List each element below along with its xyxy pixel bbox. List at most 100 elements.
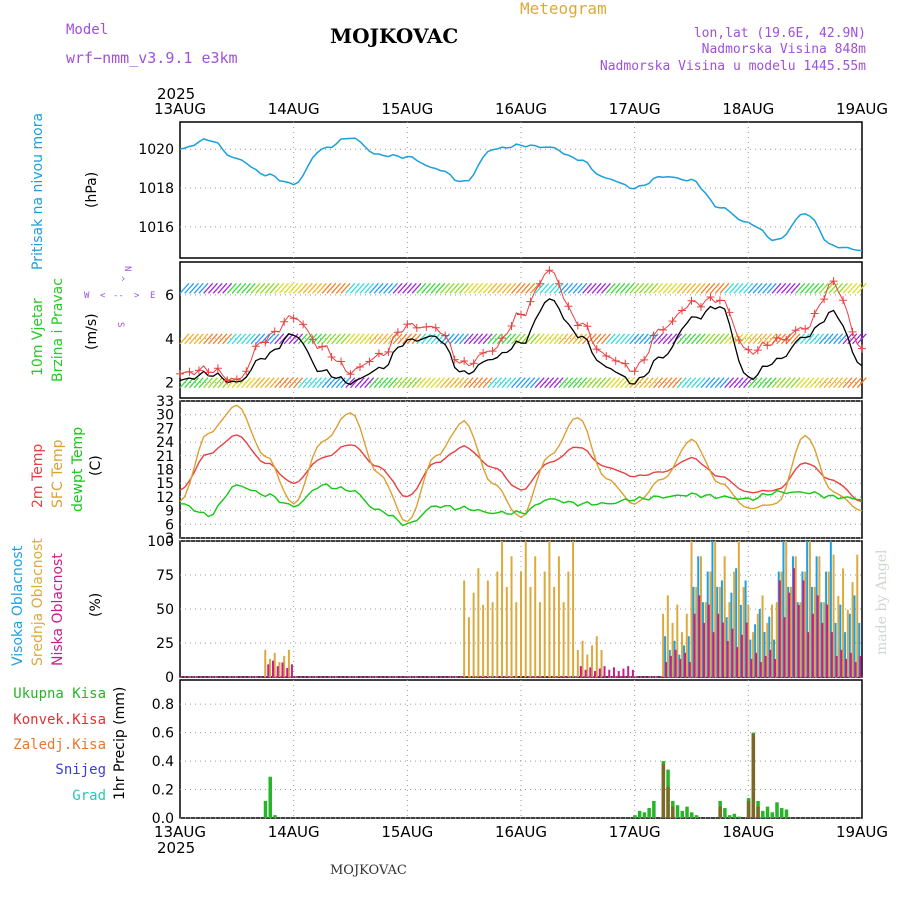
cloud-high-bar xyxy=(664,636,667,677)
wind-barb xyxy=(283,377,294,389)
wind-barb xyxy=(222,333,233,345)
wind-barb xyxy=(326,377,337,389)
wind-gust-marker xyxy=(678,306,687,315)
wind-barb xyxy=(463,377,474,389)
y-tick-label: 12 xyxy=(156,490,174,506)
wind-barb xyxy=(444,282,455,294)
wind-barb xyxy=(691,333,701,345)
precip-legend-conv: Konvek.Kisa xyxy=(13,712,106,728)
wind-title-line2: Brzina i Pravac xyxy=(50,278,66,382)
lonlat-label: lon,lat (19.6E, 42.9N) xyxy=(694,26,866,41)
wind-gust-marker xyxy=(535,279,544,288)
cloud-mid-bar xyxy=(761,595,764,677)
wind-barb xyxy=(525,282,536,294)
wind-barb xyxy=(605,377,616,389)
cloud-mid-bar xyxy=(737,541,740,677)
y-tick-label: 0 xyxy=(165,670,174,686)
wind-barb xyxy=(501,333,512,345)
wind-barb xyxy=(231,333,242,345)
cloud-mid-bar xyxy=(785,541,788,677)
wind-barb xyxy=(795,282,806,294)
cloud-mid-bar xyxy=(591,645,594,677)
precip-total-bar xyxy=(761,810,765,818)
wind-barb xyxy=(747,282,758,294)
wind-gust-marker xyxy=(403,320,412,329)
wind-barb xyxy=(695,377,706,389)
wind-barb xyxy=(795,333,806,345)
wind-barb xyxy=(695,282,706,294)
cloud-low-bar xyxy=(693,613,696,677)
x-date-label-bottom: 19AUG xyxy=(836,823,888,841)
cloud-mid-bar xyxy=(789,586,792,677)
wind-barb xyxy=(596,333,607,345)
y-tick-label: 30 xyxy=(156,408,174,424)
wind-barb xyxy=(501,282,512,294)
wind-barb xyxy=(586,282,597,294)
wind-barb xyxy=(833,282,844,294)
wind-barb xyxy=(449,282,460,294)
wind-barb xyxy=(217,333,228,345)
wind-barb xyxy=(288,333,299,345)
wind-barb xyxy=(714,377,725,389)
wind-barb xyxy=(719,377,730,389)
cloud-low-bar xyxy=(674,649,677,677)
y-tick-label: 25 xyxy=(156,636,174,652)
cloud-mid-bar xyxy=(496,571,499,677)
wind-barb xyxy=(364,333,375,345)
cloud-legend-low: Niska Oblacnost xyxy=(50,553,66,666)
wind-barb xyxy=(411,282,422,294)
wind-gust-marker xyxy=(829,277,838,286)
precip-convective-bar xyxy=(756,806,760,818)
pressure-line xyxy=(179,137,863,252)
wind-barb xyxy=(823,333,834,345)
wind-barb xyxy=(544,282,555,294)
wind-barb xyxy=(255,282,266,294)
wind-barb xyxy=(198,282,209,294)
wind-barb xyxy=(852,282,863,294)
wind-gust-marker xyxy=(810,309,819,318)
cloud-low-bar xyxy=(589,667,592,677)
compass-north: N xyxy=(122,266,132,271)
wind-barb xyxy=(293,333,304,345)
year-top: 2025 xyxy=(157,85,195,103)
temp-dewpt-line xyxy=(179,483,863,527)
wind-barb xyxy=(823,377,834,389)
wind-gust-marker xyxy=(517,310,525,319)
y-tick-label: 33 xyxy=(156,394,174,410)
wind-gust-marker xyxy=(526,297,535,306)
wind-barb xyxy=(487,377,498,389)
y-tick-label: 1018 xyxy=(138,181,174,197)
wind-barb xyxy=(203,282,214,294)
wind-gust-marker xyxy=(431,323,440,332)
wind-barb xyxy=(837,333,848,345)
cloud-mid-bar xyxy=(264,649,267,677)
y-tick-label: 1016 xyxy=(138,220,174,236)
cloud-low-bar xyxy=(783,617,786,677)
precip-convective-bar xyxy=(746,800,751,818)
wind-barb xyxy=(392,377,403,389)
cloud-low-bar xyxy=(579,666,582,677)
wind-speed-line xyxy=(179,298,863,386)
wind-barb xyxy=(676,377,687,389)
wind-barb xyxy=(643,377,654,389)
cloud-low-bar xyxy=(835,655,838,677)
wind-barb xyxy=(548,333,559,345)
wind-barb xyxy=(847,282,858,294)
wind-barb xyxy=(634,333,645,345)
wind-barb xyxy=(814,377,825,389)
cloud-low-bar xyxy=(811,613,814,677)
wind-barb xyxy=(615,333,626,345)
wind-barb xyxy=(648,282,659,294)
wind-barb xyxy=(601,377,611,389)
cloud-mid-bar xyxy=(472,592,475,677)
wind-barb xyxy=(326,333,337,345)
wind-barb xyxy=(482,282,493,294)
wind-gust-marker xyxy=(715,296,724,305)
wind-barb xyxy=(624,333,635,345)
wind-barb xyxy=(733,282,744,294)
wind-barb xyxy=(743,377,754,389)
cloud-mid-bar xyxy=(799,602,802,677)
wind-barb xyxy=(695,333,706,345)
wind-barb xyxy=(449,333,460,345)
wind-barb xyxy=(184,282,195,294)
